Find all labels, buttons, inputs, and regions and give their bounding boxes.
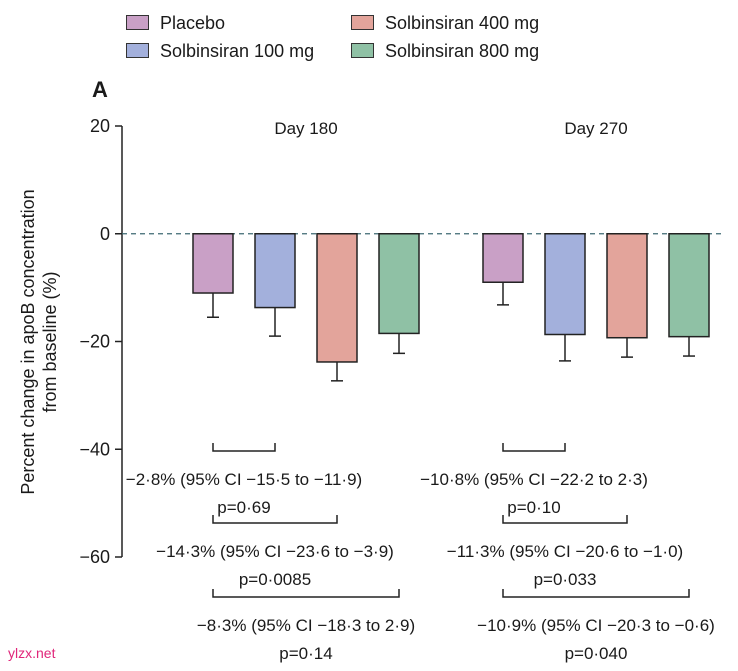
legend-label-100mg: Solbinsiran 100 mg [160,41,315,61]
bar [316,233,358,363]
comparison-p-value: p=0·69 [217,498,270,517]
legend-label-placebo: Placebo [160,13,226,33]
bar [254,233,296,309]
legend-label-800mg: Solbinsiran 800 mg [385,41,540,61]
y-tick-label: −40 [79,439,110,459]
y-axis-title-line: Percent change in apoB concentration [18,189,38,494]
bar [544,233,586,336]
y-axis-title: Percent change in apoB concentration from… [18,189,60,494]
comparison-p-value: p=0·14 [279,644,332,663]
bar [378,233,420,335]
watermark: ylzx.net [8,645,56,661]
bar [606,233,648,339]
bar [192,233,234,294]
group-title: Day 180 [274,119,337,138]
comparison-bracket [502,515,628,524]
y-tick-label: 20 [90,116,110,136]
legend-label-400mg: Solbinsiran 400 mg [385,13,540,33]
comparison-p-value: p=0·10 [507,498,560,517]
comparison-p-value: p=0·0085 [239,570,311,589]
comparison-estimate: −10·8% (95% CI −22·2 to 2·3) [420,470,648,489]
bar [482,233,524,283]
bar [668,233,710,338]
y-axis-title-line: from baseline (%) [40,271,60,412]
group-title: Day 270 [564,119,627,138]
legend-swatch-400mg [351,15,374,30]
y-tick-label: −60 [79,547,110,567]
comparison-p-value: p=0·040 [565,644,628,663]
comparison-estimate: −14·3% (95% CI −23·6 to −3·9) [156,542,394,561]
y-tick-label: 0 [100,224,110,244]
y-tick-label: −20 [79,332,110,352]
comparison-bracket [212,515,338,524]
comparison-bracket [502,589,690,598]
comparison-estimate: −11·3% (95% CI −20·6 to −1·0) [447,542,683,561]
panel-label: A [92,77,108,102]
comparison-estimate: −2·8% (95% CI −15·5 to −11·9) [126,470,362,489]
comparison-bracket [502,443,566,452]
legend-swatch-100mg [126,43,149,58]
comparison-p-value: p=0·033 [534,570,597,589]
comparison-estimate: −8·3% (95% CI −18·3 to 2·9) [197,616,415,635]
comparison-bracket [212,589,400,598]
legend-swatch-placebo [126,15,149,30]
comparison-bracket [212,443,276,452]
legend-swatch-800mg [351,43,374,58]
comparison-estimate: −10·9% (95% CI −20·3 to −0·6) [477,616,715,635]
